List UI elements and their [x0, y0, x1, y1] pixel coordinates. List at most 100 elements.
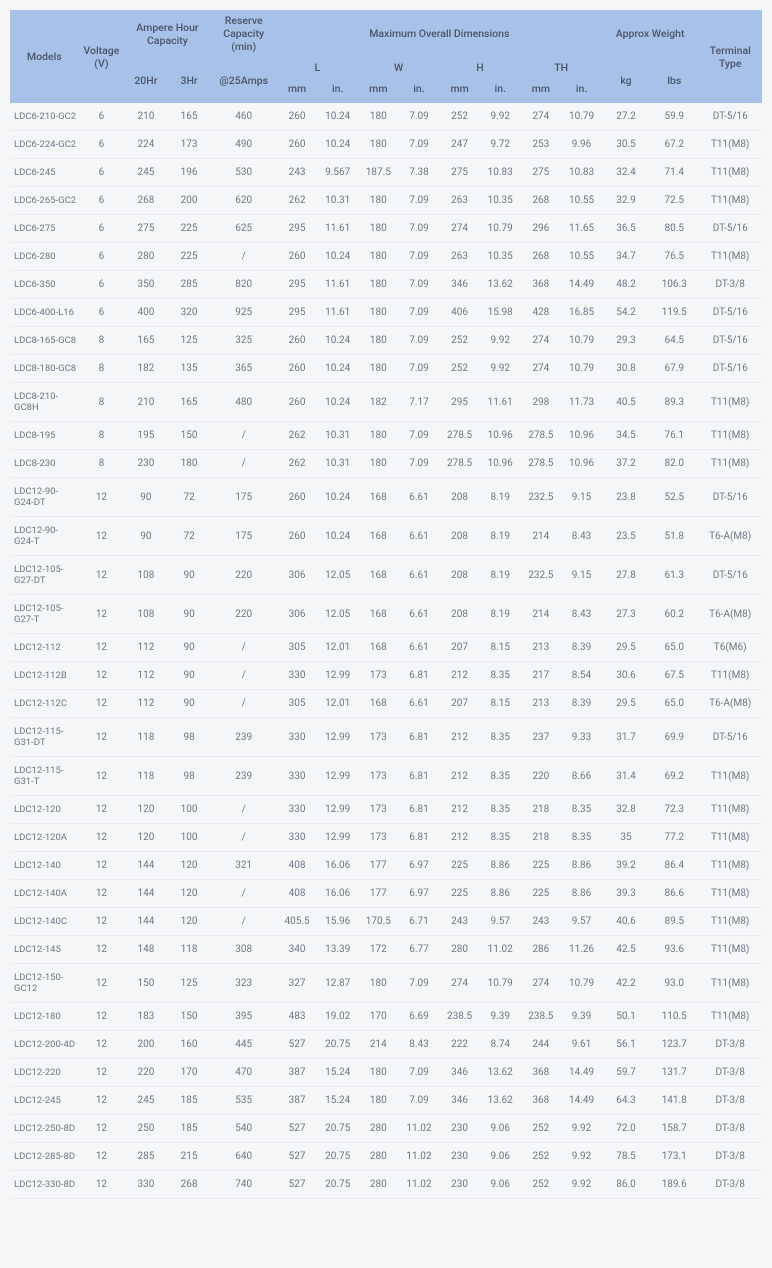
table-row: LDC12-12012120100/33012.991736.812128.35…: [10, 796, 762, 824]
cell-reserve: /: [211, 422, 277, 450]
cell-terminal: T11(M8): [698, 383, 762, 422]
cell-voltage: 6: [79, 243, 125, 271]
cell-l_mm: 295: [277, 271, 318, 299]
cell-w_mm: 187.5: [358, 159, 399, 187]
cell-w_mm: 180: [358, 1087, 399, 1115]
cell-terminal: T11(M8): [698, 159, 762, 187]
cell-th_mm: 225: [521, 880, 562, 908]
cell-terminal: DT-3/8: [698, 1143, 762, 1171]
cell-th_in: 9.57: [561, 908, 602, 936]
cell-th_in: 14.49: [561, 1059, 602, 1087]
cell-h_in: 9.39: [480, 1003, 521, 1031]
cell-h_mm: 212: [439, 718, 480, 757]
col-l-mm: mm: [277, 78, 318, 103]
cell-reserve: 460: [211, 103, 277, 131]
cell-th_in: 10.79: [561, 355, 602, 383]
cell-reserve: 308: [211, 936, 277, 964]
cell-h_mm: 278.5: [439, 450, 480, 478]
cell-l_mm: 408: [277, 852, 318, 880]
cell-w_in: 6.61: [399, 595, 440, 634]
cell-l_in: 10.24: [317, 383, 358, 422]
cell-l_in: 10.24: [317, 478, 358, 517]
table-row: LDC12-1801218315039548319.021706.69238.5…: [10, 1003, 762, 1031]
cell-ah20: 400: [124, 299, 167, 327]
cell-w_in: 7.09: [399, 187, 440, 215]
cell-lbs: 89.3: [650, 383, 698, 422]
cell-w_in: 6.81: [399, 824, 440, 852]
cell-ah20: 120: [124, 796, 167, 824]
cell-model: LDC12-150-GC12: [10, 964, 79, 1003]
cell-reserve: /: [211, 824, 277, 852]
cell-ah20: 112: [124, 634, 167, 662]
col-ampere-group: Ampere Hour Capacity: [124, 10, 210, 57]
cell-w_mm: 182: [358, 383, 399, 422]
cell-ah3: 120: [167, 880, 210, 908]
cell-kg: 31.4: [602, 757, 650, 796]
cell-model: LDC12-120: [10, 796, 79, 824]
cell-terminal: T6-A(M8): [698, 595, 762, 634]
cell-kg: 27.2: [602, 103, 650, 131]
cell-l_mm: 262: [277, 450, 318, 478]
cell-ah3: 170: [167, 1059, 210, 1087]
cell-reserve: 640: [211, 1143, 277, 1171]
cell-th_mm: 253: [521, 131, 562, 159]
cell-l_in: 16.06: [317, 880, 358, 908]
table-row: LDC6-400-L16640032092529511.611807.09406…: [10, 299, 762, 327]
cell-kg: 32.4: [602, 159, 650, 187]
cell-w_in: 7.09: [399, 422, 440, 450]
cell-terminal: T11(M8): [698, 824, 762, 852]
cell-w_in: 11.02: [399, 1115, 440, 1143]
cell-h_mm: 238.5: [439, 1003, 480, 1031]
cell-model: LDC12-140C: [10, 908, 79, 936]
cell-h_mm: 274: [439, 964, 480, 1003]
cell-reserve: 625: [211, 215, 277, 243]
cell-th_in: 9.33: [561, 718, 602, 757]
cell-model: LDC12-90-G24-DT: [10, 478, 79, 517]
cell-h_in: 8.86: [480, 880, 521, 908]
cell-model: LDC6-275: [10, 215, 79, 243]
col-weight-group: Approx Weight: [602, 10, 699, 57]
cell-terminal: T11(M8): [698, 757, 762, 796]
cell-h_in: 13.62: [480, 271, 521, 299]
cell-h_mm: 225: [439, 852, 480, 880]
cell-h_mm: 212: [439, 757, 480, 796]
cell-kg: 36.5: [602, 215, 650, 243]
table-row: LDC12-250-8D1225018554052720.7528011.022…: [10, 1115, 762, 1143]
cell-h_in: 10.96: [480, 450, 521, 478]
cell-terminal: DT-3/8: [698, 1115, 762, 1143]
table-body: LDC6-210-GC2621016546026010.241807.09252…: [10, 103, 762, 1199]
cell-l_mm: 527: [277, 1115, 318, 1143]
cell-w_in: 6.69: [399, 1003, 440, 1031]
cell-l_mm: 387: [277, 1059, 318, 1087]
cell-ah20: 210: [124, 383, 167, 422]
cell-lbs: 51.8: [650, 517, 698, 556]
cell-lbs: 158.7: [650, 1115, 698, 1143]
cell-terminal: DT-3/8: [698, 1171, 762, 1199]
cell-th_in: 10.79: [561, 964, 602, 1003]
cell-ah20: 200: [124, 1031, 167, 1059]
cell-h_in: 9.06: [480, 1143, 521, 1171]
cell-voltage: 12: [79, 1143, 125, 1171]
cell-lbs: 72.3: [650, 796, 698, 824]
cell-l_mm: 260: [277, 327, 318, 355]
cell-terminal: DT-3/8: [698, 1031, 762, 1059]
cell-w_mm: 168: [358, 634, 399, 662]
cell-model: LDC12-180: [10, 1003, 79, 1031]
col-L: L: [277, 57, 358, 78]
cell-th_in: 9.15: [561, 478, 602, 517]
col-w-mm: mm: [358, 78, 399, 103]
cell-h_in: 11.02: [480, 936, 521, 964]
cell-h_in: 10.79: [480, 964, 521, 1003]
cell-l_mm: 527: [277, 1171, 318, 1199]
cell-model: LDC6-224-GC2: [10, 131, 79, 159]
cell-voltage: 12: [79, 796, 125, 824]
table-row: LDC6-2806280225/26010.241807.0926310.352…: [10, 243, 762, 271]
cell-ah20: 220: [124, 1059, 167, 1087]
cell-l_mm: 527: [277, 1143, 318, 1171]
cell-h_in: 11.61: [480, 383, 521, 422]
cell-ah3: 165: [167, 103, 210, 131]
cell-w_mm: 177: [358, 852, 399, 880]
col-models: Models: [10, 10, 79, 103]
cell-th_mm: 298: [521, 383, 562, 422]
cell-lbs: 82.0: [650, 450, 698, 478]
